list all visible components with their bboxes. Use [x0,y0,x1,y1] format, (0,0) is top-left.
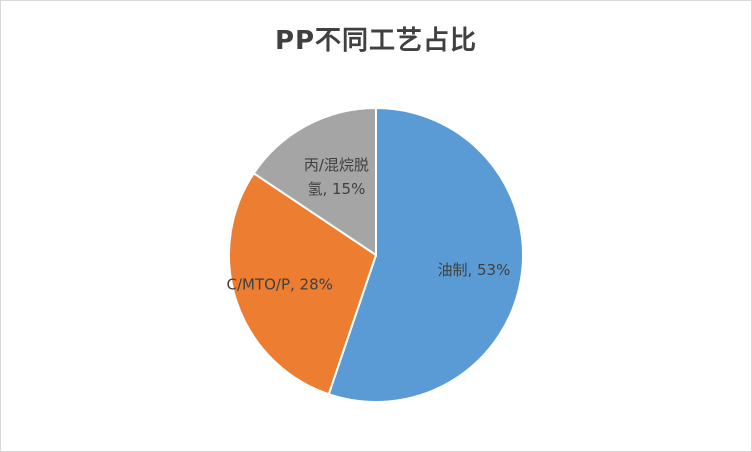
pie-slice-label-1: 油制, 53% [437,261,510,279]
pie-slice-1 [327,106,524,403]
pie-slice-2 [228,171,378,396]
pie-slice-label-2: C/MTO/P, 28% [226,275,332,293]
pie-slice-3 [252,106,377,257]
chart-title: PP不同工艺占比 [274,26,478,56]
pie-slice-label-3: 丙/混烷脱氢, 15% [304,156,369,198]
